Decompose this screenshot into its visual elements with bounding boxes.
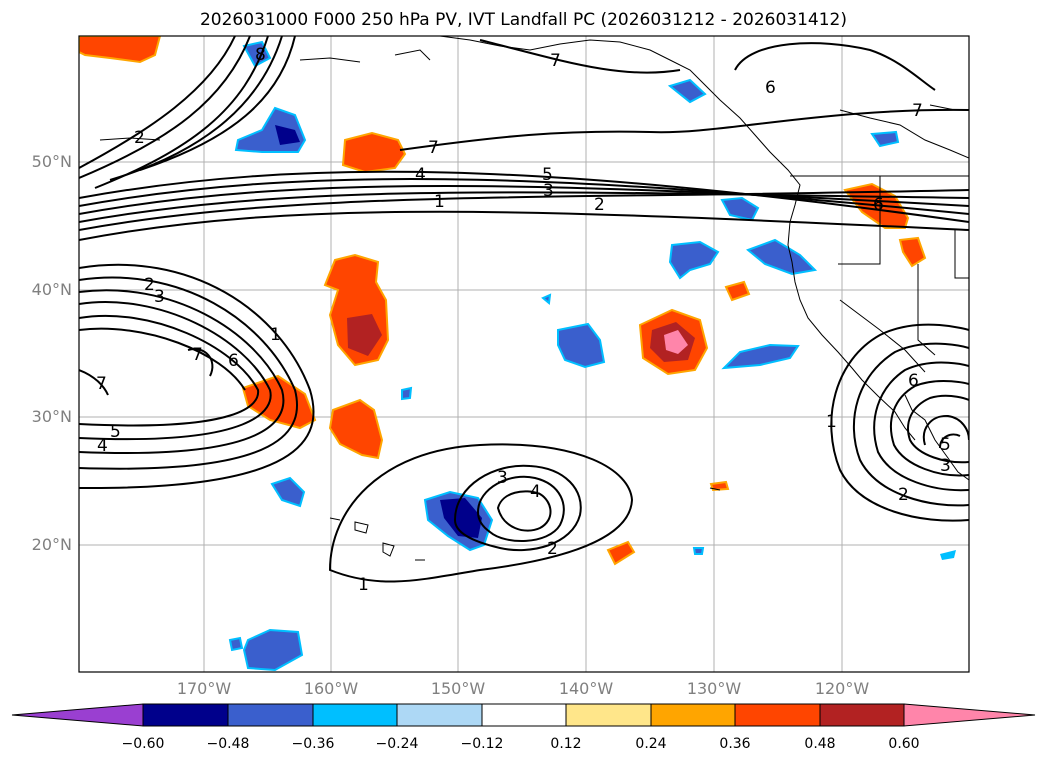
contour-label: 1 <box>270 325 281 345</box>
coastlines <box>99 36 969 561</box>
lon-label: 140°W <box>558 679 614 698</box>
colorbar-tick: −0.48 <box>206 736 250 752</box>
contour-label: 8 <box>255 45 266 65</box>
pv-negative-region <box>668 240 720 280</box>
contour-label: 1 <box>826 412 837 432</box>
pv-negative-region <box>541 293 552 305</box>
pv-negative-region <box>720 196 760 222</box>
contour-label: 6 <box>228 351 239 371</box>
colorbar-tick: −0.36 <box>291 736 335 752</box>
pv-negative-region <box>940 550 956 560</box>
contour-label: 2 <box>594 195 605 215</box>
contour-label: 7 <box>912 101 923 121</box>
pv-positive-region <box>241 374 317 430</box>
pv-shading <box>79 36 956 672</box>
contour-label: 2 <box>144 275 155 295</box>
plot-frame <box>78 35 970 673</box>
pv-negative-region <box>270 476 306 508</box>
map-title: 2026031000 F000 250 hPa PV, IVT Landfall… <box>199 10 847 30</box>
colorbar-tick: 0.24 <box>635 736 667 752</box>
lon-label: 120°W <box>814 679 870 698</box>
contour-label: 7 <box>96 374 107 394</box>
colorbar-tick: −0.24 <box>375 736 419 752</box>
lat-label: 50°N <box>31 152 72 171</box>
lon-label: 160°W <box>303 679 359 698</box>
contour-label: 6 <box>765 78 776 98</box>
contour-label: 1 <box>358 575 369 595</box>
contour-label: 5 <box>940 435 951 455</box>
colorbar-segment <box>734 703 821 727</box>
pv-negative-region <box>440 498 482 538</box>
pv-negative-region <box>692 547 705 555</box>
contour-label: 3 <box>497 468 508 488</box>
contour-label: 3 <box>543 181 554 201</box>
colorbar-segment <box>142 703 229 727</box>
colorbar-segment <box>396 703 483 727</box>
colorbar-tick: −0.60 <box>121 736 165 752</box>
pv-negative-region <box>746 238 818 276</box>
colorbar-segment <box>481 703 567 727</box>
colorbar-tick: −0.12 <box>460 736 504 752</box>
colorbar-segment <box>819 703 905 727</box>
contour-label: 7 <box>428 138 439 158</box>
contour-label: 7 <box>550 51 561 71</box>
contour-label: 3 <box>154 287 165 307</box>
pv-negative-region <box>228 636 244 652</box>
contour-label: 2 <box>898 485 909 505</box>
contour-label: 7 <box>192 345 203 365</box>
pv-negative-region <box>401 386 413 401</box>
pv-negative-region <box>870 130 900 148</box>
lat-label: 30°N <box>31 407 72 426</box>
contour-label: 5 <box>542 165 553 185</box>
contour-label: 2 <box>134 128 145 148</box>
colorbar-tick: 0.36 <box>719 736 751 752</box>
pv-positive-region <box>347 314 382 356</box>
lon-label: 130°W <box>686 679 742 698</box>
pv-contours <box>79 36 969 583</box>
pv-positive-region <box>606 540 636 566</box>
contour-label: 4 <box>97 436 108 456</box>
pv-positive-region <box>79 36 162 64</box>
colorbar-segment <box>312 703 398 727</box>
contour-labels: 7 4 5 3 1 2 7 6 7 2 8 6 2 3 1 6 7 7 5 4 … <box>96 45 951 595</box>
contour-label: 5 <box>110 422 121 442</box>
colorbar-segment <box>227 703 314 727</box>
pv-negative-region <box>557 322 606 369</box>
pv-negative-region <box>667 78 707 104</box>
contour-label: 6 <box>873 195 884 215</box>
pv-negative-region <box>721 343 800 370</box>
pv-positive-region <box>664 330 688 354</box>
colorbar-segment <box>650 703 736 727</box>
lon-label: 170°W <box>176 679 232 698</box>
colorbar-tick: 0.60 <box>888 736 920 752</box>
lat-label: 20°N <box>31 535 72 554</box>
pv-positive-region <box>724 280 751 302</box>
contour-label: 4 <box>415 165 426 185</box>
lon-label: 150°W <box>430 679 486 698</box>
pv-positive-region <box>898 236 927 268</box>
colorbar-extend-low <box>11 703 144 727</box>
colorbar-tick: 0.48 <box>804 736 836 752</box>
pv-negative-region <box>275 125 300 145</box>
colorbar <box>11 703 1036 727</box>
lat-label: 40°N <box>31 280 72 299</box>
contour-label: 6 <box>908 371 919 391</box>
pv-positive-region <box>341 131 407 174</box>
pv-negative-region <box>242 628 304 672</box>
colorbar-tick: 0.12 <box>550 736 582 752</box>
pv-positive-region <box>328 398 384 460</box>
contour-label: 1 <box>434 192 445 212</box>
contour-label: 2 <box>547 539 558 559</box>
contour-label: 3 <box>940 456 951 476</box>
contour-label: 4 <box>530 482 541 502</box>
colorbar-segment <box>565 703 652 727</box>
colorbar-extend-high <box>903 703 1036 727</box>
